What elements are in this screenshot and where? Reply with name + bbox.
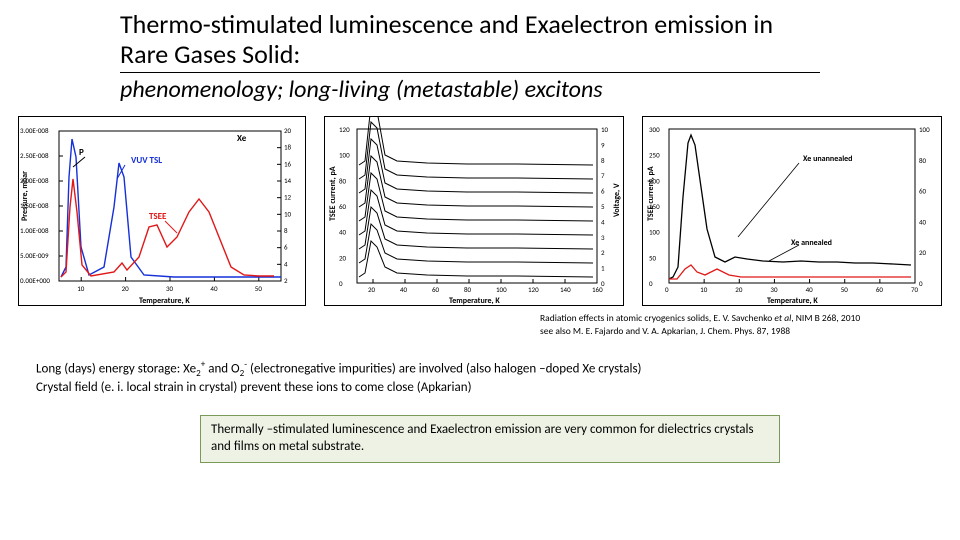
title-subtitle: phenomenology; long-living (metastable) … [120, 75, 820, 104]
svg-text:60: 60 [919, 186, 927, 195]
svg-text:70: 70 [911, 285, 919, 294]
svg-text:5.00E-009: 5.00E-009 [20, 251, 49, 260]
svg-text:0: 0 [665, 285, 669, 294]
svg-text:50: 50 [255, 284, 263, 293]
citation: Radiation effects in atomic cryogenics s… [0, 312, 960, 338]
svg-text:20: 20 [735, 285, 743, 294]
svg-text:Temperature, K: Temperature, K [767, 296, 818, 306]
svg-text:6: 6 [601, 186, 605, 195]
svg-text:100: 100 [649, 227, 660, 236]
svg-text:100: 100 [339, 150, 350, 159]
title-main: Thermo-stimulated luminescence and Exael… [120, 10, 820, 73]
svg-text:2.50E-008: 2.50E-008 [20, 151, 49, 160]
svg-text:4: 4 [284, 259, 288, 268]
svg-text:7: 7 [601, 171, 605, 180]
svg-text:50: 50 [649, 253, 657, 262]
svg-text:20: 20 [339, 253, 347, 262]
svg-text:2: 2 [284, 276, 288, 285]
svg-text:3: 3 [601, 233, 605, 242]
svg-text:80: 80 [464, 285, 472, 294]
svg-text:Xe: Xe [237, 133, 247, 144]
svg-text:Temperature, K: Temperature, K [449, 296, 500, 306]
svg-text:20: 20 [284, 126, 292, 135]
svg-text:40: 40 [806, 285, 814, 294]
svg-text:0: 0 [919, 279, 923, 288]
svg-text:60: 60 [432, 285, 440, 294]
charts-row: 10203040500.00E+0005.00E-0091.00E-0081.5… [0, 104, 960, 306]
svg-text:10: 10 [284, 209, 292, 218]
svg-text:16: 16 [284, 159, 292, 168]
citation-line1-ital: et al [774, 312, 791, 324]
svg-text:8: 8 [601, 156, 605, 165]
svg-text:10: 10 [77, 284, 85, 293]
body-1c: (electronegative impurities) are involve… [247, 362, 641, 377]
svg-text:9: 9 [601, 140, 605, 149]
svg-text:Xe unannealed: Xe unannealed [803, 154, 852, 164]
svg-text:80: 80 [919, 156, 927, 165]
chart-3: 0102030405060700501001502002503000204060… [642, 116, 942, 306]
chart-2: 2040608010012014016002040608010012001234… [324, 116, 624, 306]
svg-text:0: 0 [339, 279, 343, 288]
svg-text:120: 120 [528, 285, 539, 294]
svg-text:250: 250 [649, 150, 660, 159]
svg-text:40: 40 [339, 227, 347, 236]
svg-text:30: 30 [770, 285, 778, 294]
svg-text:0.00E+000: 0.00E+000 [20, 276, 50, 285]
svg-text:20: 20 [919, 248, 927, 257]
svg-text:TSEE current, pA: TSEE current, pA [328, 166, 338, 221]
svg-text:Voltage, V: Voltage, V [612, 183, 622, 217]
svg-text:140: 140 [560, 285, 571, 294]
svg-text:VUV TSL: VUV TSL [131, 155, 162, 166]
svg-text:300: 300 [649, 125, 660, 134]
svg-text:5: 5 [601, 202, 605, 211]
svg-text:TSEE: TSEE [149, 211, 167, 222]
citation-line2: see also M. E. Fajardo and V. A. Apkaria… [540, 325, 790, 337]
callout-text: Thermally –stimulated luminescence and E… [211, 422, 754, 454]
svg-text:6: 6 [284, 242, 288, 251]
chart-1: 10203040500.00E+0005.00E-0091.00E-0081.5… [18, 116, 306, 306]
svg-text:10: 10 [700, 285, 708, 294]
svg-text:8: 8 [284, 226, 288, 235]
svg-text:0: 0 [601, 279, 605, 288]
svg-text:3.00E-008: 3.00E-008 [20, 126, 49, 135]
svg-text:40: 40 [400, 285, 408, 294]
body-paragraph: Long (days) energy storage: Xe2+ and O2-… [0, 337, 960, 397]
svg-text:Xe annealed: Xe annealed [791, 238, 832, 248]
svg-text:40: 40 [919, 217, 927, 226]
title-block: Thermo-stimulated luminescence and Exael… [0, 0, 820, 104]
body-2: Crystal field (e. i. local strain in cry… [36, 380, 472, 395]
svg-text:100: 100 [919, 125, 930, 134]
svg-text:30: 30 [166, 284, 174, 293]
svg-text:60: 60 [876, 285, 884, 294]
svg-text:100: 100 [496, 285, 507, 294]
svg-text:60: 60 [339, 202, 347, 211]
citation-line1b: , NIM B 268, 2010 [791, 312, 860, 324]
svg-text:14: 14 [284, 176, 292, 185]
svg-text:1: 1 [601, 263, 605, 272]
body-1b: and O [205, 362, 239, 377]
svg-text:Temperature, K: Temperature, K [139, 296, 190, 306]
svg-text:40: 40 [210, 284, 218, 293]
svg-text:20: 20 [368, 285, 376, 294]
svg-text:0: 0 [649, 279, 653, 288]
svg-text:4: 4 [601, 217, 605, 226]
svg-text:80: 80 [339, 176, 347, 185]
svg-text:10: 10 [601, 125, 609, 134]
svg-text:50: 50 [841, 285, 849, 294]
svg-text:Pressure, mbar: Pressure, mbar [20, 171, 30, 221]
svg-text:12: 12 [284, 192, 292, 201]
body-1a: Long (days) energy storage: Xe [36, 362, 196, 377]
svg-text:2: 2 [601, 248, 605, 257]
svg-text:120: 120 [339, 125, 350, 134]
callout-box: Thermally –stimulated luminescence and E… [200, 415, 780, 463]
svg-text:20: 20 [122, 284, 130, 293]
citation-line1a: Radiation effects in atomic cryogenics s… [540, 312, 774, 324]
svg-text:P: P [79, 147, 84, 158]
svg-text:1.00E-008: 1.00E-008 [20, 226, 49, 235]
svg-text:TSEE current, pA: TSEE current, pA [646, 166, 656, 221]
svg-text:18: 18 [284, 142, 292, 151]
